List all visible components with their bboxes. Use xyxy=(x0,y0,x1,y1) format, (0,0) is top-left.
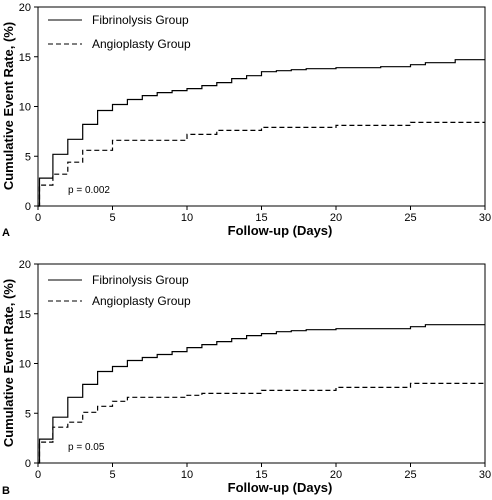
panel-b-x-tick-label-15: 15 xyxy=(255,469,267,481)
panel-a-x-tick-label-0: 0 xyxy=(35,212,41,224)
panel-a-x-tick-label-20: 20 xyxy=(330,212,342,224)
panel-a-x-tick-label-15: 15 xyxy=(255,212,267,224)
panel-b-legend: Fibrinolysis Group Angioplasty Group xyxy=(48,273,191,308)
panel-a-y-tick-label-15: 15 xyxy=(19,52,31,64)
panel-b-series-line-fibrinolysis xyxy=(38,324,485,464)
panel-b-x-tick-label-0: 0 xyxy=(35,469,41,481)
panel-a-label: A xyxy=(2,227,10,239)
panel-a-legend: Fibrinolysis Group Angioplasty Group xyxy=(48,13,191,51)
panel-a-y-ticks: 0 5 10 15 20 xyxy=(19,2,38,213)
panel-b-x-tick-label-30: 30 xyxy=(479,469,491,481)
panel-b-legend-label-fibrinolysis: Fibrinolysis Group xyxy=(92,273,189,287)
panel-b-series-line-angioplasty xyxy=(38,382,485,464)
panel-a-y-tick-label-0: 0 xyxy=(25,201,31,213)
panel-a-y-axis-title: Cumulative Event Rate, (%) xyxy=(1,22,16,190)
panel-b-label: B xyxy=(2,485,10,497)
panel-a-y-tick-label-20: 20 xyxy=(19,2,31,14)
panel-a-legend-label-fibrinolysis: Fibrinolysis Group xyxy=(92,13,189,27)
panel-b-y-axis-title: Cumulative Event Rate, (%) xyxy=(1,279,16,447)
panel-a-series xyxy=(38,59,485,207)
panel-a-series-line-angioplasty xyxy=(38,121,485,207)
panel-a-y-tick-label-10: 10 xyxy=(19,102,31,114)
panel-a-x-tick-label-25: 25 xyxy=(404,212,416,224)
panel-b-y-ticks: 0 5 10 15 20 xyxy=(19,259,38,470)
panel-b-x-tick-label-5: 5 xyxy=(109,469,115,481)
panel-a: 0 5 10 15 20 0 5 10 15 20 25 30 Fibrinolysis Group… xyxy=(1,2,491,239)
panel-b-x-ticks: 0 5 10 15 20 25 30 xyxy=(35,463,491,481)
panel-b-y-tick-label-10: 10 xyxy=(19,359,31,371)
panel-b-series xyxy=(38,324,485,464)
panel-a-x-axis-title: Follow-up (Days) xyxy=(228,223,333,238)
panel-b-legend-label-angioplasty: Angioplasty Group xyxy=(92,294,191,308)
panel-a-series-line-fibrinolysis xyxy=(38,59,485,207)
panel-b-x-tick-label-20: 20 xyxy=(330,469,342,481)
panel-a-x-tick-label-30: 30 xyxy=(479,212,491,224)
panel-a-legend-label-angioplasty: Angioplasty Group xyxy=(92,37,191,51)
panel-b-y-tick-label-20: 20 xyxy=(19,259,31,271)
panel-a-y-tick-label-5: 5 xyxy=(25,151,31,163)
panel-b-x-tick-label-10: 10 xyxy=(181,469,193,481)
panel-b: 0 5 10 15 20 0 5 10 15 20 25 30 Fibrinolysis Group… xyxy=(1,259,491,497)
panel-a-p-value: p = 0.002 xyxy=(68,185,110,196)
panel-b-p-value: p = 0.05 xyxy=(68,442,105,453)
panel-a-x-tick-label-5: 5 xyxy=(109,212,115,224)
panel-b-y-tick-label-0: 0 xyxy=(25,458,31,470)
panel-a-x-ticks: 0 5 10 15 20 25 30 xyxy=(35,206,491,224)
panel-b-y-tick-label-15: 15 xyxy=(19,309,31,321)
panel-b-x-axis-title: Follow-up (Days) xyxy=(228,480,333,495)
panel-b-y-tick-label-5: 5 xyxy=(25,408,31,420)
panel-b-x-tick-label-25: 25 xyxy=(404,469,416,481)
panel-a-x-tick-label-10: 10 xyxy=(181,212,193,224)
